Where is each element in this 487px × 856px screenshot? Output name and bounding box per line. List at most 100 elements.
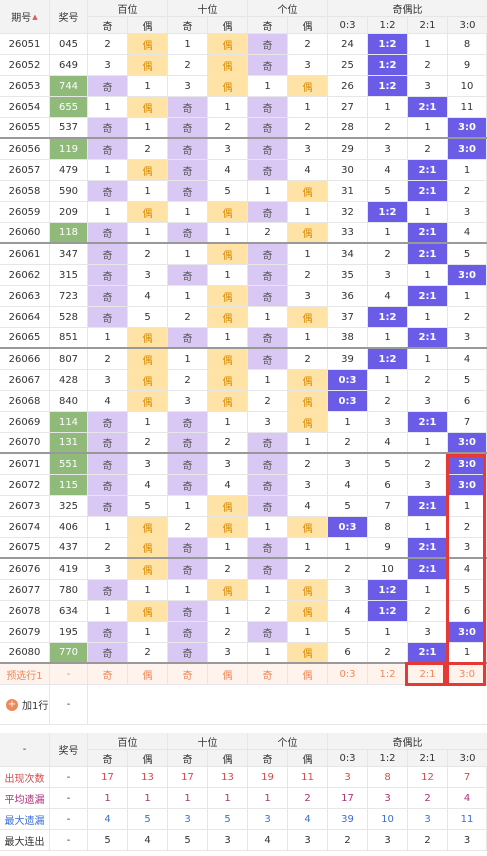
predict-cell[interactable]: 偶 — [128, 664, 168, 684]
stat-value: 4 — [128, 830, 168, 850]
stat-label: 平均遗漏 — [0, 788, 50, 808]
predict-cell[interactable]: 奇 — [88, 664, 128, 684]
parity-cell: 奇 — [248, 433, 288, 452]
add-row: + 加1行 - — [0, 685, 487, 725]
stat-value: 11 — [448, 809, 487, 829]
award-number-cell: 851 — [50, 328, 88, 347]
parity-cell: 偶 — [128, 391, 168, 411]
table-row: 26057 479 1 偶奇 4 奇 4 30 4 2:1 1 — [0, 160, 487, 181]
period-cell: 26071 — [0, 454, 50, 474]
ratio-cell: 4 — [448, 349, 487, 369]
stat-value: 3 — [448, 830, 487, 850]
parity-cell: 1 — [208, 328, 248, 347]
stat-value: 4 — [88, 809, 128, 829]
parity-cell: 5 — [128, 496, 168, 516]
add-row-button[interactable]: + 加1行 — [0, 685, 50, 724]
add-row-blank — [88, 685, 487, 724]
parity-cell: 偶 — [288, 76, 328, 96]
ratio-cell: 26 — [328, 76, 368, 96]
predict-cell[interactable]: 1:2 — [368, 664, 408, 684]
ratio-cell: 5 — [328, 496, 368, 516]
parity-cell: 1 — [208, 265, 248, 285]
ratio-cell: 10 — [448, 76, 487, 96]
sub-header: 奇 — [88, 750, 128, 766]
parity-cell: 奇 — [88, 265, 128, 285]
parity-cell: 3 — [288, 475, 328, 495]
stat-value: 3 — [208, 830, 248, 850]
parity-cell: 3 — [208, 454, 248, 474]
predict-cell[interactable]: 奇 — [248, 664, 288, 684]
ratio-cell: 5 — [448, 244, 487, 264]
predict-cell[interactable]: 偶 — [208, 664, 248, 684]
parity-cell: 偶 — [288, 601, 328, 621]
award-number-cell: 770 — [50, 643, 88, 662]
table-row: 26066 807 2 偶 1 偶奇 2 39 1:2 1 4 — [0, 349, 487, 370]
predict-label[interactable]: 预选行1 — [0, 664, 50, 684]
ratio-cell: 6 — [448, 601, 487, 621]
period-cell: 26052 — [0, 55, 50, 75]
parity-cell: 偶 — [208, 580, 248, 600]
ratio-cell: 1 — [368, 223, 408, 242]
parity-cell: 奇 — [88, 139, 128, 159]
parity-cell: 奇 — [88, 286, 128, 306]
parity-cell: 1 — [248, 580, 288, 600]
parity-cell: 1 — [248, 181, 288, 201]
ratio-cell: 3 — [448, 328, 487, 347]
ratio-cell: 0:3 — [328, 370, 368, 390]
parity-cell: 偶 — [128, 34, 168, 54]
parity-cell: 2 — [128, 643, 168, 662]
stat-value: 1 — [248, 788, 288, 808]
ratio-cell: 3 — [408, 76, 448, 96]
award-number-cell: 723 — [50, 286, 88, 306]
parity-cell: 3 — [128, 454, 168, 474]
sub-header: 0:3 — [328, 17, 368, 33]
stat-value: 1 — [88, 788, 128, 808]
ratio-cell: 4 — [448, 223, 487, 242]
parity-cell: 奇 — [248, 202, 288, 222]
table-row: 26072 115 奇 4 奇 4 奇 3 4 6 3 3:0 — [0, 475, 487, 496]
ratio-cell: 6 — [448, 391, 487, 411]
parity-cell: 1 — [248, 307, 288, 327]
parity-cell: 1 — [288, 244, 328, 264]
table-row: 26061 347 奇 2 1 偶奇 1 34 2 2:1 5 — [0, 244, 487, 265]
ratio-cell: 9 — [448, 55, 487, 75]
ratio-cell: 2 — [408, 139, 448, 159]
plus-icon[interactable]: + — [6, 698, 18, 711]
parity-cell: 1 — [88, 517, 128, 537]
ratio-cell: 2:1 — [408, 181, 448, 201]
ratio-cell: 1:2 — [368, 307, 408, 327]
stat-rows: 出现次数 -17 13 17 13 19 11 3 8 12 7 平均遗漏 -1 1 1 1 1 2 17 3 2 4 最大… — [0, 767, 487, 851]
parity-cell: 奇 — [168, 475, 208, 495]
sub-header: 奇 — [168, 17, 208, 33]
parity-cell: 1 — [288, 433, 328, 452]
award-number-cell: 655 — [50, 97, 88, 117]
parity-cell: 1 — [288, 622, 328, 642]
ratio-cell: 28 — [328, 118, 368, 137]
parity-cell: 2 — [288, 34, 328, 54]
award-number-cell: 347 — [50, 244, 88, 264]
parity-cell: 2 — [128, 139, 168, 159]
predict-cell[interactable]: 奇 — [168, 664, 208, 684]
parity-cell: 1 — [128, 412, 168, 432]
period-cell: 26058 — [0, 181, 50, 201]
parity-cell: 奇 — [248, 475, 288, 495]
period-cell: 26068 — [0, 391, 50, 411]
period-cell: 26077 — [0, 580, 50, 600]
predict-cell[interactable]: 0:3 — [328, 664, 368, 684]
predict-cell[interactable]: 2:1 — [408, 664, 448, 684]
sort-icon[interactable]: ▲ — [32, 12, 38, 21]
parity-cell: 1 — [128, 622, 168, 642]
parity-cell: 1 — [88, 160, 128, 180]
stat-award: - — [50, 830, 88, 850]
parity-cell: 1 — [288, 328, 328, 347]
ratio-cell: 2:1 — [408, 160, 448, 180]
parity-cell: 3 — [88, 370, 128, 390]
award-number-cell: 115 — [50, 475, 88, 495]
predict-cell[interactable]: 3:0 — [448, 664, 487, 684]
parity-cell: 奇 — [168, 601, 208, 621]
parity-cell: 1 — [128, 118, 168, 137]
award-number-cell: 840 — [50, 391, 88, 411]
parity-cell: 奇 — [88, 580, 128, 600]
predict-cell[interactable]: 偶 — [288, 664, 328, 684]
period-header[interactable]: 期号 ▲ — [0, 0, 50, 34]
